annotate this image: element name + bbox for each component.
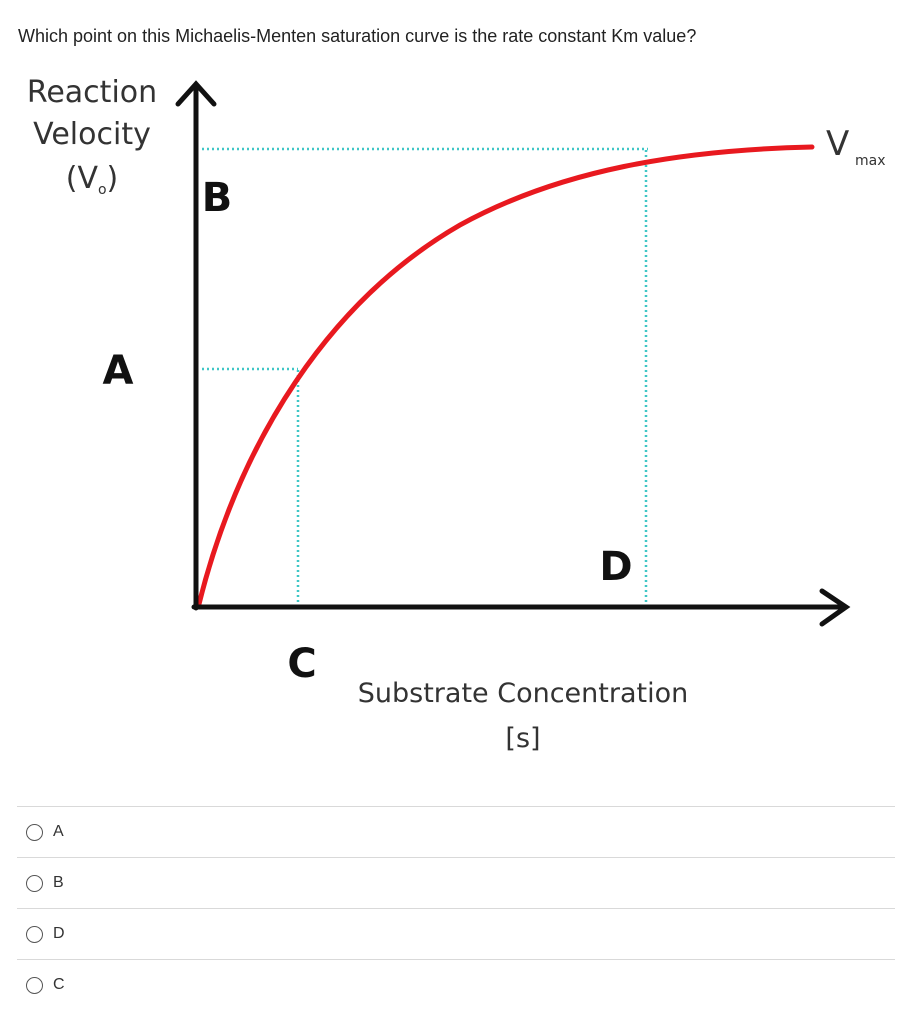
y-axis-arrowhead bbox=[175, 80, 217, 107]
answer-choices: A B D C bbox=[17, 806, 895, 1010]
y-axis-label-line-1: Reaction bbox=[27, 75, 157, 110]
guide-lines bbox=[202, 147, 648, 606]
x-axis-arrowhead bbox=[819, 588, 851, 627]
michaelis-menten-figure: Reaction Velocity (Vo) V max Substrate C… bbox=[27, 75, 886, 754]
saturation-curve bbox=[196, 144, 815, 607]
point-label-d: D bbox=[599, 544, 632, 590]
question-text: Which point on this Michaelis-Menten sat… bbox=[18, 26, 697, 46]
radio-button-c[interactable] bbox=[26, 976, 43, 994]
choice-label-d: D bbox=[53, 925, 65, 942]
choice-label-c: C bbox=[53, 976, 65, 993]
point-label-b: B bbox=[202, 175, 233, 221]
y-axis-label-line-2: Velocity bbox=[33, 117, 151, 152]
y-axis-label-line-3: (Vo) bbox=[66, 161, 119, 198]
choice-b[interactable]: B bbox=[17, 857, 895, 908]
radio-button-a[interactable] bbox=[26, 823, 43, 841]
radio-button-b[interactable] bbox=[26, 874, 43, 892]
axes bbox=[175, 80, 851, 627]
x-axis-label-line-1: Substrate Concentration bbox=[358, 678, 688, 709]
choice-c[interactable]: C bbox=[17, 959, 895, 1010]
choice-a[interactable]: A bbox=[17, 806, 895, 857]
radio-button-d[interactable] bbox=[26, 925, 43, 943]
point-label-a: A bbox=[103, 348, 134, 394]
vmax-label: V bbox=[826, 124, 849, 164]
point-label-c: C bbox=[287, 641, 316, 687]
choice-d[interactable]: D bbox=[17, 908, 895, 959]
choice-label-a: A bbox=[53, 823, 64, 840]
vmax-subscript: max bbox=[855, 153, 886, 169]
choice-label-b: B bbox=[53, 874, 64, 891]
x-axis-label-line-2: [s] bbox=[505, 723, 540, 754]
